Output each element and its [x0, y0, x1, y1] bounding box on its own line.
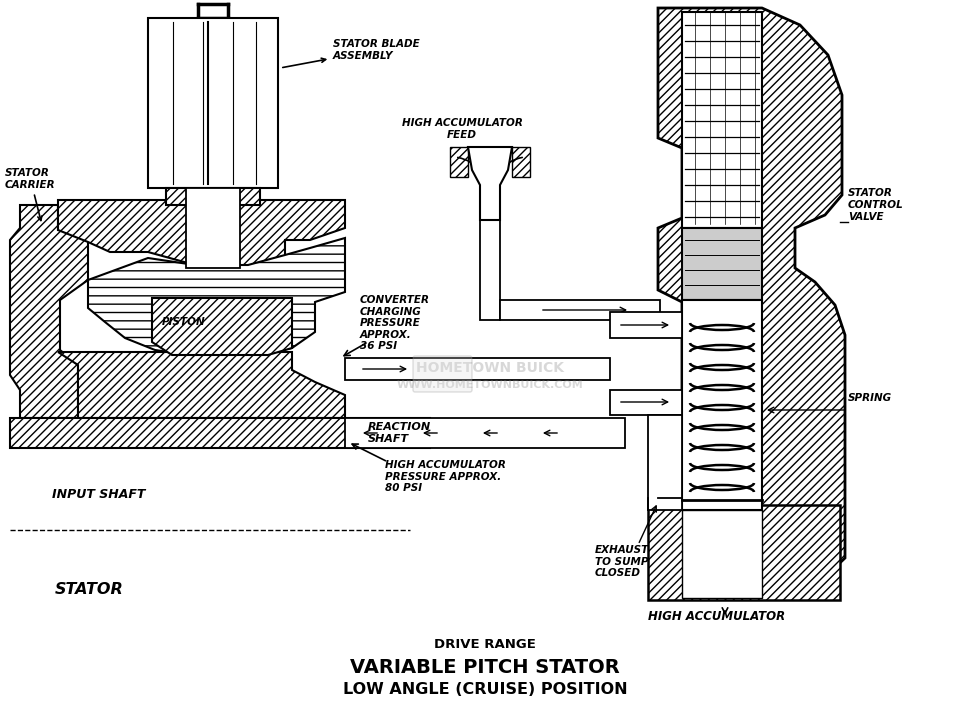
Polygon shape [345, 418, 625, 448]
Polygon shape [512, 147, 530, 177]
Text: STATOR
CONTROL
VALVE: STATOR CONTROL VALVE [848, 188, 903, 222]
Text: HIGH ACCUMULATOR: HIGH ACCUMULATOR [648, 610, 785, 623]
Polygon shape [166, 188, 260, 205]
Polygon shape [648, 415, 682, 510]
Polygon shape [58, 352, 345, 418]
Polygon shape [610, 312, 682, 338]
Text: LOW ANGLE (CRUISE) POSITION: LOW ANGLE (CRUISE) POSITION [343, 682, 628, 697]
Polygon shape [682, 228, 762, 300]
Polygon shape [468, 147, 512, 220]
Polygon shape [58, 200, 345, 270]
Text: STATOR: STATOR [55, 582, 124, 597]
Text: PISTON: PISTON [162, 317, 206, 327]
Polygon shape [152, 298, 292, 355]
Polygon shape [148, 18, 278, 188]
Polygon shape [682, 12, 762, 228]
Polygon shape [500, 300, 660, 320]
Text: VARIABLE PITCH STATOR: VARIABLE PITCH STATOR [350, 658, 620, 677]
Text: SPRING: SPRING [848, 393, 892, 403]
Polygon shape [450, 147, 468, 177]
Polygon shape [682, 300, 762, 510]
Text: HIGH ACCUMULATOR
FEED: HIGH ACCUMULATOR FEED [402, 118, 523, 140]
Text: DRIVE RANGE: DRIVE RANGE [434, 638, 536, 651]
Text: EXHAUST
TO SUMP
CLOSED: EXHAUST TO SUMP CLOSED [595, 545, 650, 578]
Polygon shape [658, 8, 845, 592]
Text: INPUT SHAFT: INPUT SHAFT [52, 488, 145, 501]
Polygon shape [88, 238, 345, 356]
Text: REACTION
SHAFT: REACTION SHAFT [368, 422, 431, 444]
FancyBboxPatch shape [413, 356, 472, 392]
Polygon shape [648, 505, 840, 600]
Text: STATOR BLADE
ASSEMBLY: STATOR BLADE ASSEMBLY [283, 39, 420, 67]
Polygon shape [10, 418, 430, 448]
Text: CONVERTER
CHARGING
PRESSURE
APPROX.
36 PSI: CONVERTER CHARGING PRESSURE APPROX. 36 P… [360, 295, 430, 351]
Polygon shape [10, 205, 88, 418]
Text: STATOR
CARRIER: STATOR CARRIER [5, 168, 56, 220]
Text: HOMETOWN BUICK: HOMETOWN BUICK [416, 361, 564, 375]
Text: HIGH ACCUMULATOR
PRESSURE APPROX.
80 PSI: HIGH ACCUMULATOR PRESSURE APPROX. 80 PSI [385, 460, 505, 493]
Polygon shape [682, 510, 762, 598]
Polygon shape [480, 220, 500, 320]
Polygon shape [610, 390, 682, 415]
Text: WWW.HOMETOWNBUICK.COM: WWW.HOMETOWNBUICK.COM [397, 380, 583, 390]
Polygon shape [345, 358, 610, 380]
Polygon shape [186, 188, 240, 268]
